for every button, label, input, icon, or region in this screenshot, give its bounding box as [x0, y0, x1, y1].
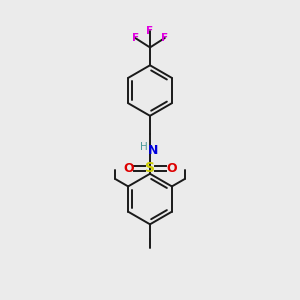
Text: F: F	[161, 33, 168, 43]
Text: S: S	[145, 161, 155, 176]
Text: H: H	[140, 142, 147, 152]
Text: O: O	[166, 162, 177, 175]
Text: F: F	[146, 26, 154, 36]
Text: N: N	[148, 144, 158, 157]
Text: O: O	[123, 162, 134, 175]
Text: F: F	[132, 33, 139, 43]
